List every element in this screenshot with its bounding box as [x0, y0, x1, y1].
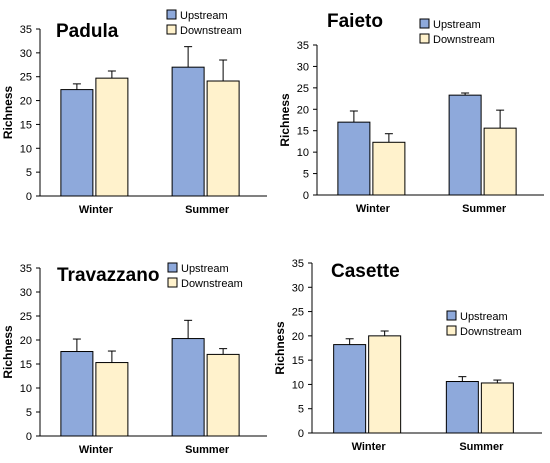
legend-label-upstream: Upstream: [180, 10, 228, 22]
bar-downstream-winter: [95, 362, 129, 437]
legend-label-upstream: Upstream: [433, 19, 481, 31]
bar-upstream-summer: [448, 94, 482, 196]
chart-title: Padula: [56, 21, 119, 42]
y-tick-label: 5: [26, 167, 32, 179]
bar-downstream-winter: [368, 335, 402, 434]
y-tick-label: 30: [297, 61, 309, 73]
chart-title: Faieto: [327, 11, 383, 32]
y-tick-label: 20: [20, 335, 32, 347]
x-tick-label: Summer: [185, 204, 230, 216]
y-tick-label: 25: [20, 311, 32, 323]
bar-upstream-winter: [60, 89, 94, 197]
y-tick-label: 20: [297, 104, 309, 116]
faieto-chart: Faieto Richness 0 5 10 15 20 25 30 35 Winter Summer…: [278, 11, 544, 215]
bar-downstream-summer: [206, 80, 240, 197]
travazzano-chart: Travazzano Richness 0 5 10 15 20 25 30 35 Winter Su…: [1, 262, 267, 456]
y-tick-label: 5: [26, 407, 32, 419]
y-tick-label: 15: [292, 355, 304, 367]
y-axis-label: Richness: [1, 325, 15, 379]
y-axis-label: Richness: [273, 321, 287, 375]
bar-upstream-summer: [171, 338, 205, 437]
bar-upstream-summer: [445, 381, 479, 434]
y-tick-label: 20: [20, 96, 32, 108]
legend-label-downstream: Downstream: [180, 25, 242, 37]
legend-label-downstream: Downstream: [181, 278, 243, 290]
legend-swatch-downstream: [419, 33, 430, 44]
y-tick-label: 10: [292, 379, 304, 391]
y-tick-label: 20: [292, 331, 304, 343]
legend-swatch-downstream: [446, 325, 457, 336]
bar-downstream-summer: [480, 382, 514, 434]
y-tick-label: 5: [303, 169, 309, 181]
y-tick-label: 15: [297, 126, 309, 138]
y-tick-label: 35: [20, 24, 32, 36]
legend-label-downstream: Downstream: [433, 34, 495, 46]
x-tick-label: Winter: [356, 203, 391, 215]
y-tick-label: 0: [303, 190, 309, 202]
x-tick-label: Summer: [459, 441, 504, 453]
y-tick-label: 35: [292, 258, 304, 270]
bar-upstream-winter: [60, 351, 94, 437]
bar-downstream-winter: [372, 141, 406, 196]
x-tick-label: Winter: [79, 204, 114, 216]
legend-label-upstream: Upstream: [460, 311, 508, 323]
y-tick-label: 35: [297, 40, 309, 52]
bar-downstream-summer: [483, 127, 517, 196]
y-tick-label: 25: [297, 83, 309, 95]
y-tick-label: 25: [292, 307, 304, 319]
y-tick-label: 30: [20, 48, 32, 60]
y-tick-label: 0: [298, 428, 304, 440]
bar-upstream-winter: [337, 121, 371, 196]
y-tick-label: 5: [298, 404, 304, 416]
y-tick-label: 35: [20, 263, 32, 275]
y-tick-label: 25: [20, 72, 32, 84]
bar-upstream-summer: [171, 66, 205, 197]
x-tick-label: Summer: [185, 444, 230, 456]
legend-label-downstream: Downstream: [460, 326, 522, 338]
legend-swatch-downstream: [166, 24, 177, 35]
bar-downstream-summer: [206, 353, 240, 437]
padula-chart: Padula Richness 0 5 10 15 20 25 30 35 Winter Summer…: [1, 9, 267, 216]
bar-downstream-winter: [95, 77, 129, 197]
x-tick-label: Winter: [352, 441, 387, 453]
legend-swatch-upstream: [167, 262, 178, 273]
y-tick-label: 15: [20, 359, 32, 371]
legend-swatch-upstream: [419, 18, 430, 29]
chart-title: Travazzano: [57, 265, 159, 286]
y-axis-label: Richness: [1, 85, 15, 139]
y-axis-label: Richness: [278, 93, 292, 147]
y-tick-label: 15: [20, 119, 32, 131]
legend-swatch-upstream: [166, 9, 177, 20]
x-tick-label: Summer: [462, 203, 507, 215]
bar-upstream-winter: [333, 344, 367, 434]
legend-swatch-upstream: [446, 310, 457, 321]
y-tick-label: 30: [292, 282, 304, 294]
y-tick-label: 0: [26, 431, 32, 443]
legend-swatch-downstream: [167, 277, 178, 288]
y-tick-label: 30: [20, 287, 32, 299]
y-tick-label: 10: [20, 143, 32, 155]
y-tick-label: 10: [20, 383, 32, 395]
legend-label-upstream: Upstream: [181, 263, 229, 275]
y-tick-label: 0: [26, 191, 32, 203]
chart-title: Casette: [331, 261, 400, 282]
casette-chart: Casette Richness 0 5 10 15 20 25 30 35 Winter Summe…: [273, 258, 542, 453]
x-tick-label: Winter: [79, 444, 114, 456]
y-tick-label: 10: [297, 147, 309, 159]
